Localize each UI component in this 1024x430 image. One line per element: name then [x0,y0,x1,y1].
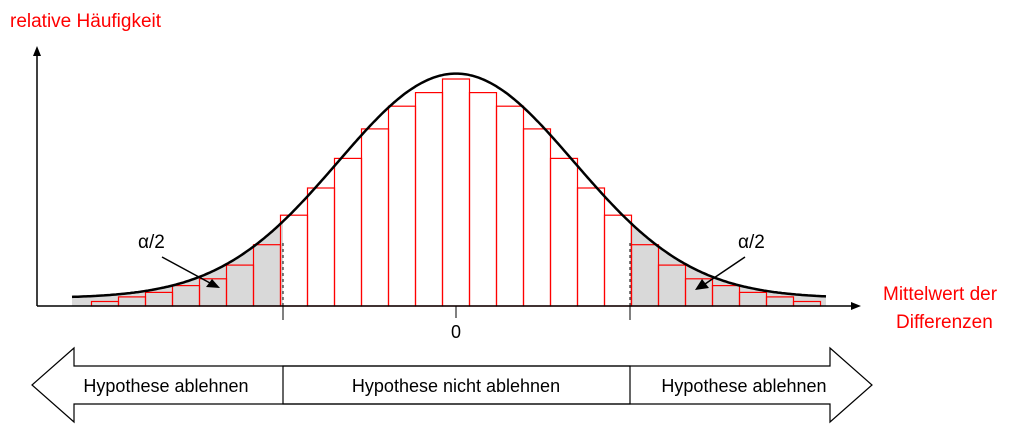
rejection-area-left [72,221,283,306]
region-middle-label: Hypothese nicht ablehnen [352,376,560,396]
decision-arrow-outline [31,346,873,424]
alpha-arrowhead-left [206,279,220,288]
histogram-bar [414,91,444,307]
histogram-bar [495,105,525,307]
x-axis-label-line2: Differenzen [896,312,993,333]
alpha-pointer-left [161,256,211,284]
normal-distribution-curve [71,72,827,299]
histogram-bar [333,157,363,307]
alpha-pointer-right [704,256,746,285]
alpha-label-right: α/2 [738,232,765,253]
rejection-area-right [630,222,826,306]
histogram-bar [360,128,390,307]
histogram-bar [441,78,471,307]
alpha-arrowhead-right [695,279,709,290]
x-axis-arrowhead [851,302,861,310]
histogram-bar [603,214,633,307]
acceptance-region-box [282,365,631,405]
y-axis-label: relative Häufigkeit [10,11,162,32]
histogram-bar [279,214,309,307]
alpha-label-left: α/2 [138,232,165,253]
histogram-bar [306,187,336,307]
y-axis-arrowhead [33,46,41,56]
region-left-label: Hypothese ablehnen [83,376,248,396]
zero-tick-label: 0 [451,322,461,342]
histogram-bar [522,128,552,307]
region-right-label: Hypothese ablehnen [661,376,826,396]
x-axis-label-line1: Mittelwert der [883,284,998,305]
histogram-bar [576,187,606,307]
histogram-bar [549,157,579,307]
histogram-bar [387,105,417,307]
histogram-bars [90,78,822,307]
histogram-bar [468,91,498,307]
